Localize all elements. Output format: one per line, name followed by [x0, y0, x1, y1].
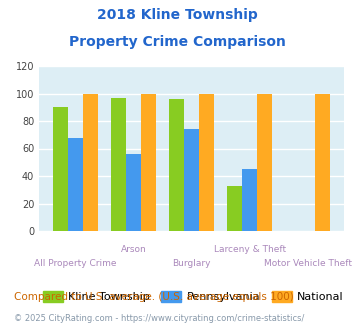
Bar — [53, 107, 68, 231]
Text: Arson: Arson — [121, 245, 147, 254]
Bar — [199, 93, 214, 231]
Text: Burglary: Burglary — [173, 259, 211, 268]
Text: Motor Vehicle Theft: Motor Vehicle Theft — [264, 259, 352, 268]
Bar — [257, 93, 272, 231]
Bar — [126, 154, 141, 231]
Bar — [227, 185, 242, 231]
Bar — [111, 98, 126, 231]
Bar — [169, 99, 184, 231]
Text: Compared to U.S. average. (U.S. average equals 100): Compared to U.S. average. (U.S. average … — [14, 292, 294, 302]
Bar — [68, 138, 83, 231]
Bar — [141, 93, 156, 231]
Text: Property Crime Comparison: Property Crime Comparison — [69, 35, 286, 49]
Bar — [315, 93, 331, 231]
Text: 2018 Kline Township: 2018 Kline Township — [97, 8, 258, 22]
Legend: Kline Township, Pennsylvania, National: Kline Township, Pennsylvania, National — [38, 286, 348, 306]
Bar — [242, 169, 257, 231]
Text: © 2025 CityRating.com - https://www.cityrating.com/crime-statistics/: © 2025 CityRating.com - https://www.city… — [14, 314, 305, 323]
Bar — [184, 129, 199, 231]
Bar — [83, 93, 98, 231]
Text: Larceny & Theft: Larceny & Theft — [214, 245, 286, 254]
Text: All Property Crime: All Property Crime — [34, 259, 117, 268]
